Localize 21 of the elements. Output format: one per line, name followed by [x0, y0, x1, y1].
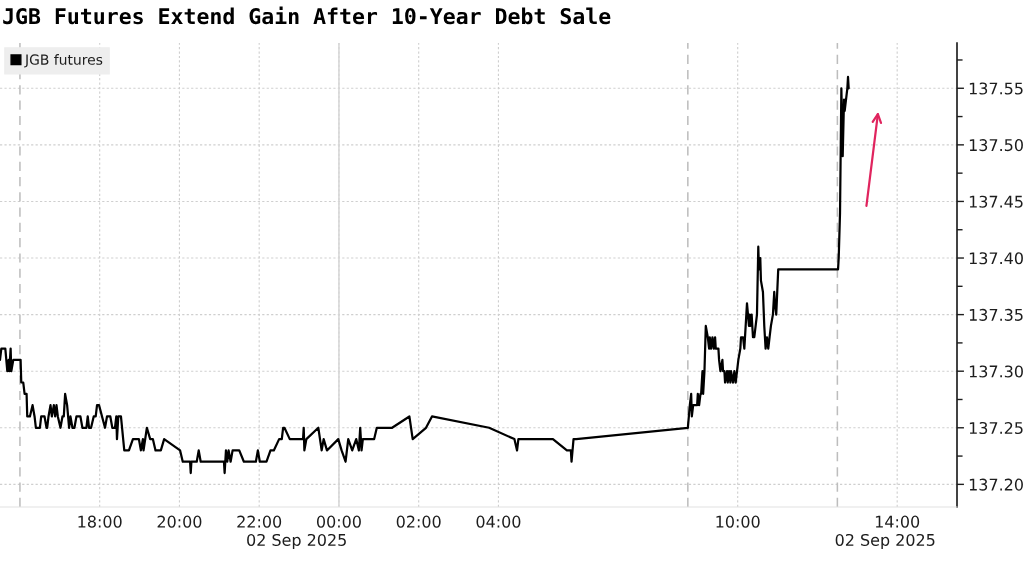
x-tick-label: 04:00	[476, 515, 521, 528]
x-tick-label: 14:00	[875, 515, 920, 528]
y-tick-label: 137.40	[969, 252, 1023, 265]
text: 02 Sep 2025	[247, 533, 346, 550]
y-tick-label: 137.45	[969, 195, 1023, 208]
y-tick-label: 137.20	[969, 478, 1023, 491]
x-tick-label: 00:00	[316, 515, 361, 528]
x-tick-label: 10:00	[716, 515, 760, 528]
line-series	[0, 75, 850, 475]
y-tick-label: 137.50	[969, 139, 1023, 152]
x-tick-label: 20:00	[157, 515, 202, 528]
chart-title: JGB Futures Extend Gain After 10-Year Debt Sale	[3, 6, 611, 25]
y-tick-label: 137.55	[969, 82, 1023, 95]
y-tick-label: 137.25	[969, 421, 1023, 435]
y-tick-label: 137.35	[969, 308, 1023, 321]
legend-label: JGB futures	[24, 54, 103, 68]
x-tick-label: 18:00	[78, 515, 122, 528]
y-tick-label: 137.30	[969, 365, 1023, 378]
x-tick-label: 22:00	[237, 515, 282, 528]
x-tick-label: 02:00	[396, 515, 441, 528]
text: 02 Sep 2025	[835, 533, 935, 550]
